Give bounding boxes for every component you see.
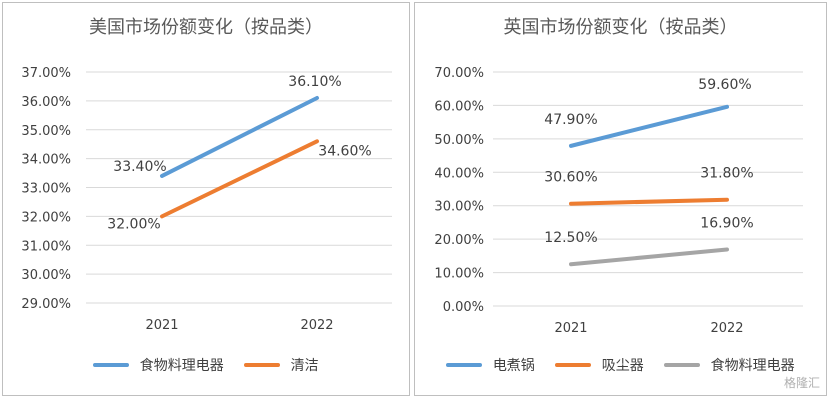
y-tick-label: 29.00% — [21, 297, 71, 312]
y-tick-label: 70.00% — [434, 66, 484, 81]
data-label: 31.80% — [700, 166, 753, 182]
chart-title: 美国市场份额变化（按品类） — [89, 17, 323, 38]
us-chart-plot: 29.00% 30.00% 31.00% 32.00% 33.00% 34.00% 35.0… — [21, 66, 392, 333]
y-tick-label: 0.00% — [443, 300, 484, 315]
us-market-share-chart: 美国市场份额变化（按品类） 29.00% 30.00% 31.00% 32.00% 33… — [2, 2, 410, 396]
data-label: 59.60% — [698, 77, 751, 93]
series-line — [569, 247, 729, 267]
series-line — [160, 95, 319, 178]
y-tick-label: 31.00% — [21, 239, 71, 254]
data-label: 30.60% — [544, 170, 597, 186]
legend-swatch-orange — [244, 363, 281, 367]
series-line — [160, 139, 319, 219]
y-tick-label: 33.00% — [21, 182, 71, 197]
legend-label: 清洁 — [290, 358, 319, 374]
y-tick-label: 32.00% — [21, 210, 71, 225]
legend-item: 食物料理电器 — [93, 355, 224, 375]
y-tick-label: 60.00% — [434, 99, 484, 114]
y-tick-label: 36.00% — [21, 95, 71, 110]
legend-label: 吸尘器 — [601, 358, 644, 374]
data-label: 33.40% — [113, 159, 166, 175]
y-tick-label: 37.00% — [21, 66, 71, 81]
data-label: 36.10% — [288, 74, 341, 90]
y-tick-label: 50.00% — [434, 133, 484, 148]
uk-chart-plot: 0.00% 10.00% 20.00% 30.00% 40.00% 50.00% 60.00… — [434, 66, 803, 336]
legend-label: 电煮锅 — [492, 358, 535, 374]
data-label: 47.90% — [544, 112, 597, 128]
y-tick-label: 20.00% — [434, 233, 484, 248]
legend: 电煮锅 吸尘器 食物料理电器 — [415, 355, 826, 375]
legend-swatch-gray — [664, 363, 701, 367]
series-line — [569, 197, 729, 206]
legend-label: 食物料理电器 — [710, 358, 795, 374]
data-label: 12.50% — [544, 230, 597, 246]
legend-swatch-blue — [93, 363, 130, 367]
legend-swatch-blue — [446, 363, 483, 367]
y-tick-label: 35.00% — [21, 124, 71, 139]
y-tick-label: 34.00% — [21, 153, 71, 168]
y-tick-label: 40.00% — [434, 166, 484, 181]
legend: 食物料理电器 清洁 — [3, 355, 409, 375]
legend-item: 吸尘器 — [555, 355, 644, 375]
legend-item: 清洁 — [244, 355, 319, 375]
x-tick-label: 2022 — [710, 321, 743, 336]
data-label: 32.00% — [107, 216, 160, 232]
chart-title: 英国市场份额变化（按品类） — [503, 17, 738, 38]
x-tick-label: 2021 — [145, 318, 178, 333]
watermark-logo: 格隆汇 — [783, 376, 820, 390]
x-tick-label: 2022 — [300, 318, 333, 333]
legend-label: 食物料理电器 — [139, 358, 224, 374]
legend-item: 食物料理电器 — [664, 355, 795, 375]
x-tick-label: 2021 — [554, 321, 587, 336]
series-line — [569, 104, 729, 148]
y-tick-label: 30.00% — [21, 268, 71, 283]
y-tick-label: 30.00% — [434, 200, 484, 215]
legend-swatch-orange — [555, 363, 592, 367]
legend-item: 电煮锅 — [446, 355, 535, 375]
uk-market-share-chart: 英国市场份额变化（按品类） 0.00% 10.00% 20.00% 30.00% 40.… — [414, 2, 827, 396]
data-label: 34.60% — [318, 143, 371, 159]
y-tick-label: 10.00% — [434, 267, 484, 282]
data-label: 16.90% — [700, 216, 753, 232]
